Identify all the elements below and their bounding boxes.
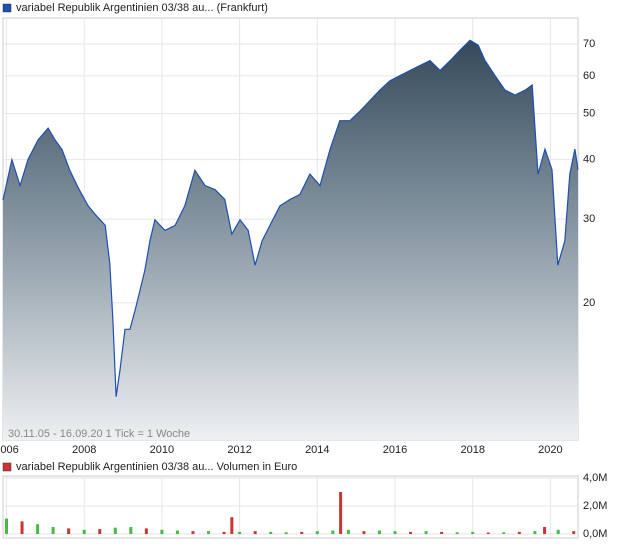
volume-bar: [440, 531, 444, 534]
volume-bar: [4, 518, 8, 534]
y-tick-label: 40: [583, 154, 595, 166]
volume-bar: [556, 529, 560, 534]
x-tick-label: 2014: [305, 444, 329, 456]
volume-bar: [377, 530, 381, 534]
price-line: [2, 39, 579, 397]
volume-bar: [424, 531, 428, 534]
volume-bar: [393, 531, 397, 534]
legend-label: variabel Republik Argentinien 03/38 au..…: [16, 2, 268, 14]
volume-bar: [207, 531, 211, 534]
volume-bar: [82, 529, 86, 534]
volume-bar: [222, 531, 226, 534]
y-tick-label: 30: [583, 213, 595, 225]
volume-bar: [533, 531, 537, 534]
volume-bar: [300, 531, 304, 534]
y-tick-label: 60: [583, 70, 595, 82]
legend-swatch: [2, 462, 12, 472]
volume-bar: [238, 531, 242, 534]
volume-bar: [175, 530, 179, 534]
volume-bar: [471, 531, 475, 534]
volume-bar: [284, 532, 288, 534]
y-tick-label: 4,0M: [583, 472, 607, 484]
volume-bar: [502, 532, 506, 534]
volume-bar: [331, 530, 335, 534]
x-tick-label: 2012: [227, 444, 251, 456]
volume-bar: [543, 527, 547, 534]
y-tick-label: 2,0M: [583, 500, 607, 512]
volume-bar: [191, 531, 195, 534]
y-tick-label: 20: [583, 297, 595, 309]
volume-bar: [269, 531, 273, 534]
volume-bar: [20, 521, 24, 534]
plot-frame: [2, 475, 579, 539]
y-tick-label: 0,0M: [583, 528, 607, 540]
volume-bar: [67, 528, 71, 534]
y-tick-label: 50: [583, 107, 595, 119]
note: 30.11.05 - 16.09.20 1 Tick = 1 Woche: [8, 428, 190, 440]
x-tick-label: 2020: [538, 444, 562, 456]
area-fill: [3, 40, 578, 440]
volume-bar: [346, 529, 350, 534]
volume-bar: [144, 528, 148, 534]
x-tick-label: 2008: [72, 444, 96, 456]
volume-bar: [455, 532, 459, 534]
volume-bar: [51, 527, 55, 534]
volume-bar: [160, 529, 164, 534]
legend-label: variabel Republik Argentinien 03/38 au..…: [16, 461, 297, 473]
legend-swatch: [2, 3, 12, 13]
volume-bar: [253, 531, 257, 534]
volume-bar: [486, 532, 490, 534]
volume-bar: [98, 529, 102, 534]
volume-bar: [129, 527, 133, 534]
volume-bar: [362, 531, 366, 534]
volume-bar: [113, 527, 117, 534]
volume-bar: [315, 531, 319, 534]
y-tick-label: 70: [583, 38, 595, 50]
volume-bar: [572, 531, 576, 534]
volume-bar: [409, 531, 413, 534]
x-tick-label: 2018: [460, 444, 484, 456]
volume-bar: [230, 517, 234, 534]
volume-bar: [517, 531, 521, 534]
x-tick-label: 2006: [0, 444, 19, 456]
volume-bar: [339, 492, 343, 534]
x-tick-label: 2016: [383, 444, 407, 456]
volume-bar: [36, 524, 40, 534]
x-tick-label: 2010: [150, 444, 174, 456]
